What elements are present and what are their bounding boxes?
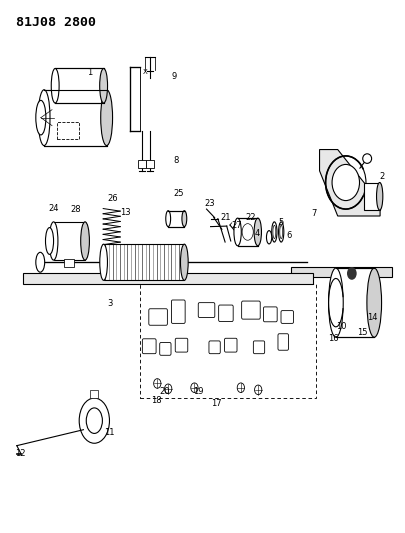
Bar <box>104 244 184 280</box>
Text: 22: 22 <box>246 213 256 222</box>
Circle shape <box>191 383 198 392</box>
Ellipse shape <box>51 68 59 103</box>
FancyBboxPatch shape <box>171 300 185 324</box>
FancyBboxPatch shape <box>149 309 167 325</box>
Ellipse shape <box>272 222 277 242</box>
Circle shape <box>255 385 262 394</box>
Text: 4: 4 <box>254 229 260 238</box>
Text: 1: 1 <box>87 68 92 77</box>
Ellipse shape <box>328 268 343 337</box>
Ellipse shape <box>279 222 284 242</box>
Text: 24: 24 <box>48 204 58 213</box>
FancyBboxPatch shape <box>175 338 188 352</box>
FancyBboxPatch shape <box>281 311 294 324</box>
Text: 23: 23 <box>205 199 215 208</box>
Text: 20: 20 <box>159 387 169 396</box>
Ellipse shape <box>266 231 272 244</box>
Ellipse shape <box>45 228 53 254</box>
FancyBboxPatch shape <box>224 338 237 352</box>
Ellipse shape <box>234 218 241 246</box>
Text: 27: 27 <box>232 221 242 230</box>
Bar <box>364 182 379 210</box>
Ellipse shape <box>363 154 372 164</box>
Bar <box>44 90 107 146</box>
Polygon shape <box>291 266 392 277</box>
FancyBboxPatch shape <box>198 303 215 318</box>
Ellipse shape <box>367 268 382 337</box>
Ellipse shape <box>100 244 107 280</box>
Bar <box>146 160 153 167</box>
Ellipse shape <box>100 68 108 103</box>
Circle shape <box>164 384 172 393</box>
FancyBboxPatch shape <box>143 339 156 354</box>
Ellipse shape <box>49 222 58 260</box>
Circle shape <box>153 378 161 388</box>
Bar <box>238 218 258 246</box>
Text: 18: 18 <box>151 396 162 405</box>
Text: 12: 12 <box>15 449 26 458</box>
FancyBboxPatch shape <box>278 334 288 350</box>
Bar <box>64 259 74 266</box>
Text: 10: 10 <box>337 321 347 330</box>
Text: 14: 14 <box>367 312 377 321</box>
Ellipse shape <box>254 218 262 246</box>
Ellipse shape <box>38 90 50 146</box>
Bar <box>168 211 184 227</box>
Text: 28: 28 <box>70 205 81 214</box>
Text: 5: 5 <box>279 219 284 228</box>
Bar <box>104 244 184 280</box>
FancyBboxPatch shape <box>219 305 233 321</box>
Text: 16: 16 <box>328 334 339 343</box>
FancyBboxPatch shape <box>263 307 277 322</box>
Circle shape <box>237 383 245 392</box>
Text: 6: 6 <box>287 231 292 240</box>
Text: 7: 7 <box>311 209 316 218</box>
Ellipse shape <box>377 182 383 210</box>
Text: 25: 25 <box>173 189 183 198</box>
Circle shape <box>332 165 360 200</box>
Ellipse shape <box>36 100 46 135</box>
Text: 19: 19 <box>193 387 204 396</box>
Text: 9: 9 <box>172 71 177 80</box>
Ellipse shape <box>181 244 188 280</box>
Bar <box>139 160 145 167</box>
Polygon shape <box>23 273 313 284</box>
Ellipse shape <box>79 398 109 443</box>
Ellipse shape <box>101 90 113 146</box>
Text: 3: 3 <box>107 299 112 308</box>
FancyBboxPatch shape <box>209 341 220 354</box>
Bar <box>53 222 85 260</box>
Text: 26: 26 <box>108 194 118 203</box>
Bar <box>336 268 374 337</box>
Ellipse shape <box>81 222 90 260</box>
Bar <box>55 68 104 103</box>
Text: 2: 2 <box>379 172 385 181</box>
Bar <box>57 122 79 139</box>
Text: 13: 13 <box>121 208 131 217</box>
Bar <box>90 390 98 398</box>
FancyBboxPatch shape <box>242 301 260 319</box>
Text: 15: 15 <box>357 328 367 337</box>
Ellipse shape <box>182 211 187 227</box>
Polygon shape <box>320 150 380 216</box>
Ellipse shape <box>280 225 283 239</box>
Ellipse shape <box>273 225 276 239</box>
Ellipse shape <box>86 408 102 433</box>
Circle shape <box>347 267 357 280</box>
FancyBboxPatch shape <box>254 341 264 354</box>
FancyBboxPatch shape <box>160 343 171 356</box>
Bar <box>140 284 315 398</box>
Text: 8: 8 <box>174 156 179 165</box>
Ellipse shape <box>36 252 45 272</box>
Text: 17: 17 <box>211 399 222 408</box>
Text: 21: 21 <box>221 213 231 222</box>
Ellipse shape <box>166 211 171 227</box>
Text: X: X <box>143 69 147 75</box>
Text: 81J08 2800: 81J08 2800 <box>16 15 96 29</box>
Text: 11: 11 <box>104 428 115 437</box>
